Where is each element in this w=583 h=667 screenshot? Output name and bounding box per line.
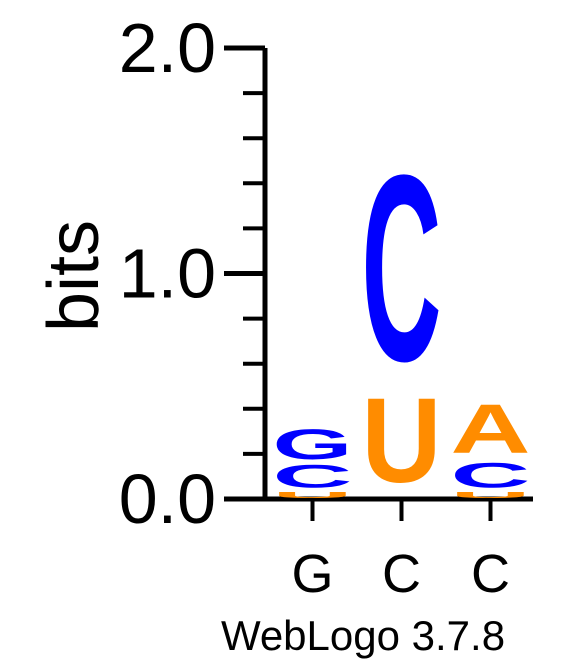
svg-text:C: C [451,456,531,495]
x-tick-label: G [291,544,333,604]
y-major-ticks: 0.0 1.0 2.0 [119,9,265,538]
logo-letter-U: U [451,491,531,500]
svg-text:C: C [362,121,442,417]
svg-text:G: G [273,420,353,468]
logo-letter-U: U [362,372,442,508]
y-tick-label: 0.0 [119,460,216,538]
logo-letter-U: U [273,491,353,500]
x-tick-label: C [382,544,421,604]
logo-letter-C: C [273,459,353,495]
y-axis-label: bits [34,220,114,332]
logo-letter-C: C [451,456,531,495]
svg-text:C: C [273,459,353,495]
logo-letter-A: A [451,390,531,468]
svg-text:A: A [451,390,531,468]
svg-text:U: U [451,491,531,500]
logo-letter-C: C [362,121,442,417]
x-tick-label: C [471,544,510,604]
svg-text:U: U [273,491,353,500]
svg-text:U: U [362,372,442,508]
y-tick-label: 1.0 [119,235,216,313]
footer-credit: WebLogo 3.7.8 [221,612,505,659]
y-tick-label: 2.0 [119,9,216,87]
logo-letter-G: G [273,420,353,468]
